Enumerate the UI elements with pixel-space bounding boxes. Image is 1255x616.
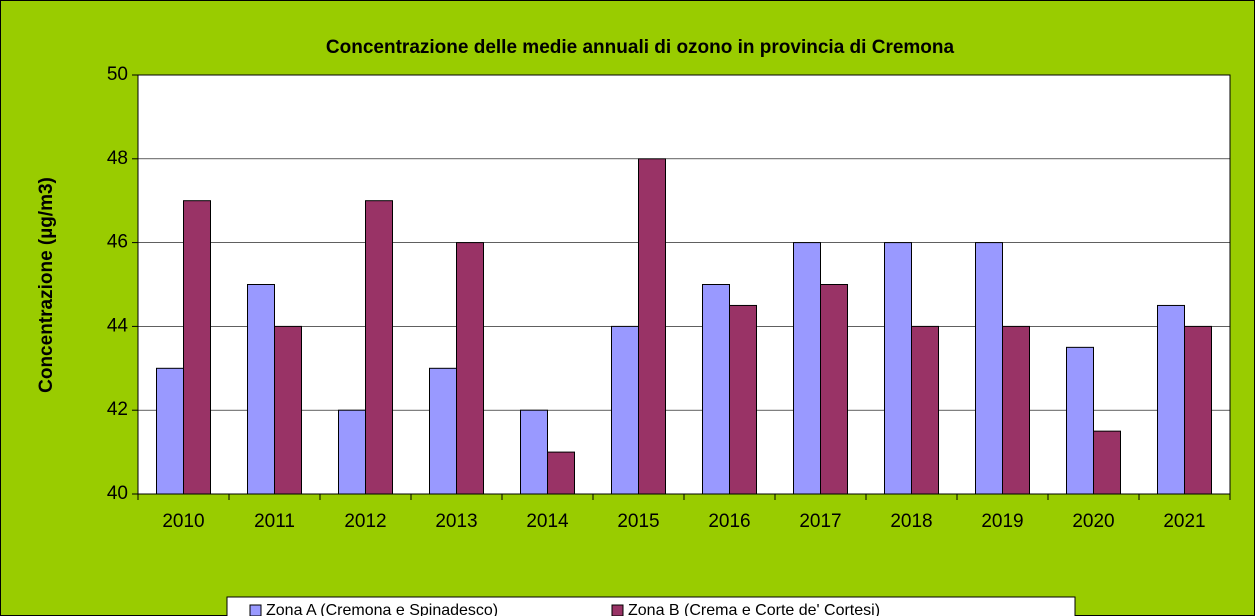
bar bbox=[884, 242, 912, 495]
y-tick-label: 40 bbox=[107, 483, 128, 504]
bar bbox=[274, 325, 302, 495]
x-tick-label: 2017 bbox=[799, 511, 841, 532]
bar bbox=[1002, 325, 1030, 495]
bar bbox=[247, 284, 275, 495]
bar bbox=[638, 158, 666, 495]
x-tick-label: 2020 bbox=[1072, 511, 1114, 532]
bar bbox=[365, 200, 393, 495]
y-tick-label: 42 bbox=[107, 399, 128, 420]
bar bbox=[911, 325, 939, 495]
bar bbox=[702, 284, 730, 495]
x-tick-label: 2013 bbox=[435, 511, 477, 532]
x-tick-label: 2018 bbox=[890, 511, 932, 532]
bar bbox=[183, 200, 211, 495]
bar bbox=[1066, 346, 1094, 495]
x-tick-label: 2012 bbox=[344, 511, 386, 532]
y-axis-label: Concentrazione (µg/m3) bbox=[36, 177, 57, 393]
bar bbox=[729, 304, 757, 495]
bar bbox=[547, 451, 575, 495]
bar bbox=[793, 242, 821, 495]
y-tick-label: 44 bbox=[107, 315, 129, 336]
legend-label: Zona A (Cremona e Spinadesco) bbox=[266, 602, 498, 616]
y-tick-label: 48 bbox=[107, 148, 128, 169]
bar bbox=[1157, 304, 1185, 495]
bar bbox=[1093, 430, 1121, 495]
bar bbox=[338, 409, 366, 495]
legend-swatch bbox=[249, 604, 262, 616]
x-tick-label: 2011 bbox=[254, 511, 295, 532]
bar bbox=[820, 284, 848, 495]
bar bbox=[520, 409, 548, 495]
x-tick-label: 2021 bbox=[1163, 511, 1205, 532]
y-tick-label: 50 bbox=[107, 64, 128, 85]
legend-swatch bbox=[611, 604, 624, 616]
x-tick-label: 2019 bbox=[981, 511, 1023, 532]
legend-box bbox=[226, 596, 1076, 616]
legend-label: Zona B (Crema e Corte de' Cortesi) bbox=[628, 602, 880, 616]
bar bbox=[975, 242, 1003, 495]
plot-area bbox=[137, 74, 1231, 495]
x-tick-label: 2010 bbox=[162, 511, 204, 532]
bar bbox=[1184, 325, 1212, 495]
bar bbox=[611, 325, 639, 495]
x-tick-label: 2015 bbox=[617, 511, 659, 532]
bar bbox=[429, 367, 457, 495]
x-tick-label: 2016 bbox=[708, 511, 750, 532]
bar bbox=[456, 242, 484, 495]
chart-title: Concentrazione delle medie annuali di oz… bbox=[326, 37, 955, 58]
bar bbox=[156, 367, 184, 495]
x-tick-label: 2014 bbox=[526, 511, 569, 532]
y-tick-label: 46 bbox=[107, 232, 128, 253]
